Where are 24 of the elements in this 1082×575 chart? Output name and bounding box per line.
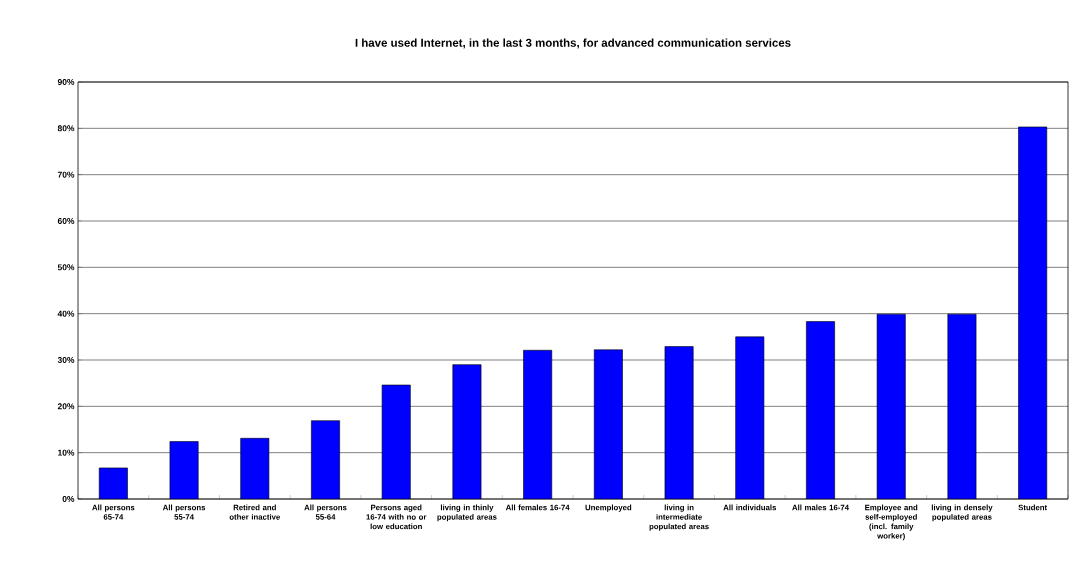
- y-tick-label: 90%: [57, 79, 75, 85]
- y-tick-label: 10%: [58, 449, 75, 456]
- y-tick-label: 40%: [57, 310, 75, 317]
- bar: [452, 364, 482, 499]
- y-tick-label: 20%: [57, 403, 75, 410]
- bar: [523, 349, 553, 499]
- bar: [311, 420, 340, 499]
- chart-title: I have used Internet, in the last 3 months, for advanced communication services: [355, 38, 791, 49]
- y-tick-label: 70%: [57, 171, 75, 178]
- bar: [169, 441, 199, 499]
- y-tick-label: 0%: [62, 496, 75, 502]
- bar: [593, 349, 623, 499]
- y-tick-label: 60%: [57, 218, 75, 224]
- y-tick-label: 80%: [57, 125, 75, 132]
- bar: [381, 384, 411, 499]
- bar: [876, 313, 906, 499]
- bar: [735, 336, 765, 499]
- y-tick-label: 50%: [57, 264, 75, 271]
- bar: [1018, 126, 1048, 499]
- bar: [240, 438, 270, 499]
- bar: [806, 321, 835, 499]
- y-tick-label: 30%: [57, 357, 75, 363]
- bar: [664, 346, 694, 499]
- bar: [947, 313, 977, 499]
